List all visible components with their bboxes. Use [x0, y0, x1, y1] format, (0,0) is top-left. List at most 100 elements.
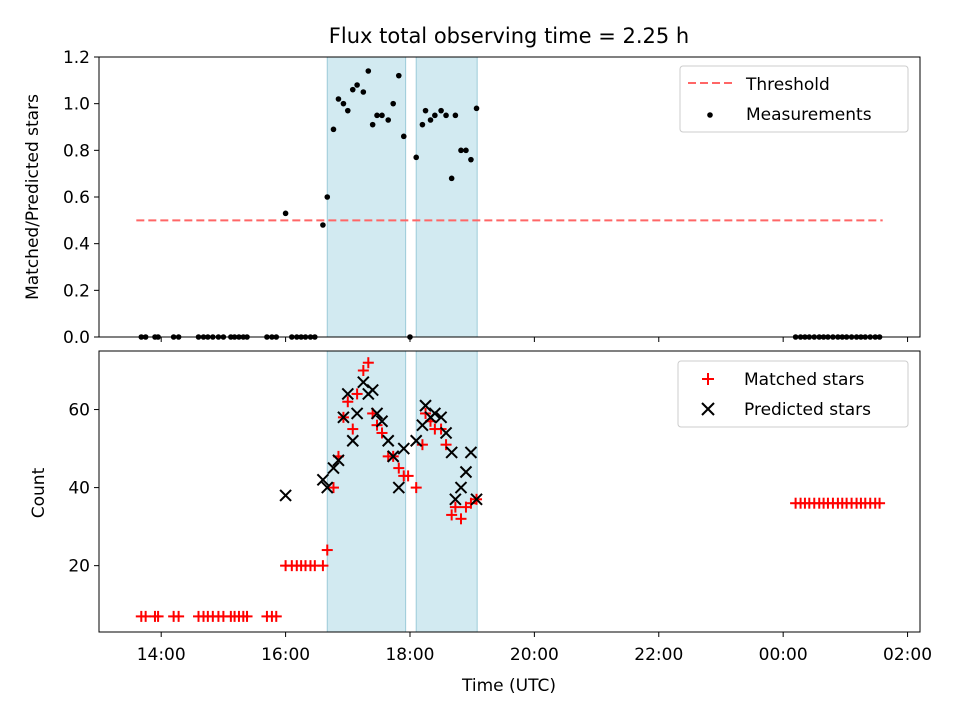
matched-star-point [440, 439, 452, 451]
measurements-points [138, 68, 883, 340]
matched-star-point [347, 423, 359, 435]
measurement-point [390, 100, 396, 107]
predicted-star-point [449, 493, 462, 506]
predicted-star-point [321, 481, 334, 494]
measurement-point [320, 222, 326, 228]
measurement-point [432, 112, 438, 119]
x-tick-label: 20:00 [510, 645, 559, 665]
matched-star-point [449, 501, 461, 513]
top-shaded-spans [326, 56, 478, 338]
measurement-point [335, 96, 342, 102]
matched-star-point [393, 462, 405, 474]
measurement-point [458, 147, 464, 154]
measurement-point [468, 156, 474, 163]
measurement-point [340, 100, 347, 107]
predicted-star-point [382, 434, 395, 447]
y-tick-label: 1.0 [63, 95, 90, 115]
predicted-star-point [375, 415, 389, 428]
measurement-point [360, 89, 367, 95]
legend-measurements-label: Measurements [746, 105, 872, 125]
legend-measurements-swatch [707, 112, 713, 118]
x-tick-label: 00:00 [759, 645, 808, 665]
x-tick-label: 16:00 [261, 645, 310, 665]
bottom-shaded-spans [326, 350, 478, 633]
x-tick-label: 22:00 [634, 645, 683, 665]
measurement-point [448, 175, 455, 182]
predicted-star-point [279, 489, 292, 502]
predicted-star-point [327, 461, 340, 475]
predicted-star-point [434, 411, 448, 424]
matched-star-point [376, 427, 388, 439]
matched-star-point [351, 388, 363, 400]
y-tick-label: 0.6 [63, 188, 90, 208]
matched-star-point [362, 357, 374, 369]
top-y-axis-label: Matched/Predicted stars [23, 94, 43, 300]
bottom-axes-frame [98, 350, 921, 633]
bottom-x-ticks: 14:00 16:00 18:00 20:00 22:00 00:00 02:00 [137, 632, 932, 665]
predicted-star-point [419, 399, 432, 412]
measurement-point [438, 107, 444, 114]
matched-star-point [465, 497, 477, 509]
matched-star-point [140, 610, 152, 622]
matched-star-point [241, 610, 253, 622]
y-tick-label: 40 [68, 479, 90, 499]
matched-star-point [446, 509, 458, 521]
predicted-star-point [459, 465, 473, 479]
bottom-y-axis-label: Count [29, 467, 49, 518]
predicted-star-point [332, 454, 345, 467]
matched-star-point [342, 396, 354, 408]
predicted-star-point [439, 426, 453, 440]
x-tick-label: 18:00 [385, 645, 434, 665]
y-tick-label: 0.0 [63, 328, 90, 348]
measurement-point [400, 133, 407, 140]
matched-star-point [455, 513, 467, 525]
predicted-star-point [341, 387, 354, 401]
y-tick-label: 0.8 [63, 141, 90, 161]
measurement-point [473, 105, 480, 112]
bottom-legend-box [677, 360, 909, 428]
y-tick-label: 0.2 [63, 281, 90, 301]
predicted-star-point [357, 376, 370, 389]
measurement-point [365, 68, 372, 74]
predicted-star-point [386, 450, 400, 463]
legend-threshold-label: Threshold [745, 75, 830, 95]
matched-star-point [410, 482, 422, 494]
top-y-ticks: 0.0 0.2 0.4 0.6 0.8 1.0 1.2 [63, 48, 99, 348]
y-tick-label: 60 [68, 401, 90, 421]
predicted-star-point [370, 407, 384, 420]
matched-star-point [321, 544, 333, 556]
measurement-point [379, 112, 385, 119]
measurement-point [324, 194, 331, 200]
predicted-stars-points [279, 376, 483, 506]
legend-matched-swatch [702, 373, 714, 385]
measurement-point [395, 72, 402, 79]
bottom-legend: Matched stars Predicted stars [677, 360, 909, 428]
measurement-point [374, 112, 380, 119]
matched-star-point [874, 497, 886, 509]
predicted-star-point [454, 481, 468, 494]
predicted-star-point [470, 493, 483, 506]
matched-star-point [317, 560, 329, 572]
top-legend-box [679, 65, 909, 133]
x-tick-label: 14:00 [137, 645, 186, 665]
measurement-point [463, 147, 469, 154]
bottom-y-ticks: 20 40 60 [68, 401, 99, 577]
x-tick-label: 02:00 [883, 645, 932, 665]
measurement-point [330, 126, 337, 133]
predicted-star-point [366, 383, 379, 397]
legend-predicted-label: Predicted stars [744, 400, 871, 420]
top-x-ticks [160, 337, 909, 342]
matched-star-point [270, 610, 282, 622]
predicted-star-point [337, 411, 350, 424]
matched-star-point [173, 610, 185, 622]
shaded-span [415, 56, 478, 338]
measurement-point [443, 112, 449, 119]
shaded-span [326, 350, 407, 633]
predicted-star-point [316, 473, 330, 486]
matched-star-point [152, 610, 164, 622]
predicted-star-point [409, 434, 423, 447]
chart-title: Flux total observing time = 2.25 h [329, 24, 689, 48]
measurement-point [369, 121, 376, 128]
predicted-star-point [397, 442, 410, 455]
